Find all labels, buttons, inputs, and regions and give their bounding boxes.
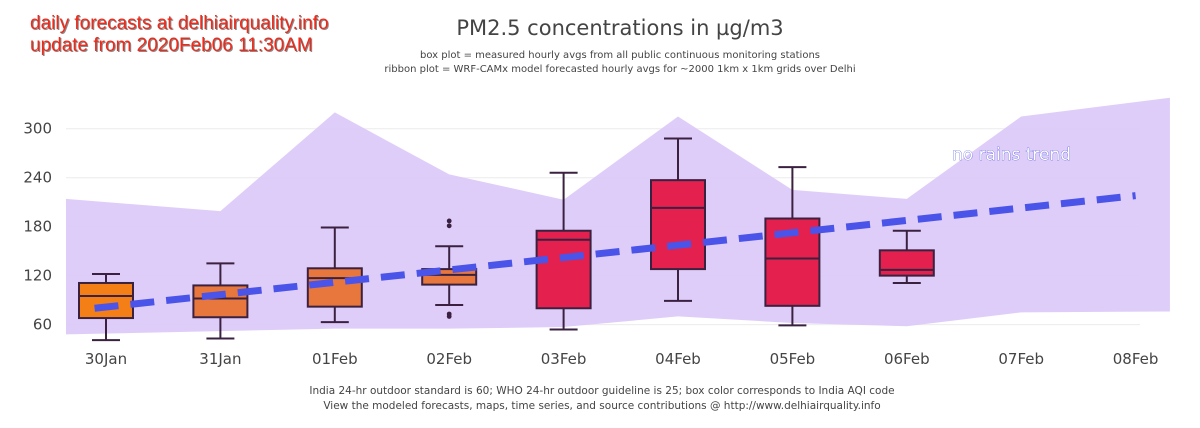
trend-line [94,192,1136,312]
x-tick-label: 08Feb [1113,350,1159,368]
outlier-point [446,218,452,224]
trend-label: no rains trend [952,145,1071,165]
x-tick-label: 07Feb [998,350,1044,368]
x-axis-ticks: 30Jan 31Jan 01Feb 02Feb 03Feb 04Feb 05Feb 06Feb… [85,350,1159,368]
x-tick-label: 05Feb [770,350,816,368]
brand-line-1: daily forecasts at delhiairquality.info [30,13,329,34]
footer-note-1: India 24-hr outdoor standard is 60; WHO … [309,385,895,397]
x-tick-label: 04Feb [655,350,701,368]
chart-subtitle-2: ribbon plot = WRF-CAMx model forecasted … [384,64,856,75]
outlier-point [446,314,452,319]
y-tick-label: 120 [23,267,52,285]
x-tick-label: 03Feb [541,350,587,368]
y-tick-label: 180 [23,218,52,236]
box-iqr [535,229,592,310]
x-tick-label: 31Jan [199,350,241,368]
x-tick-label: 01Feb [312,350,358,368]
x-tick-label: 06Feb [884,350,930,368]
box-30Jan [78,272,134,342]
chart-title: PM2.5 concentrations in µg/m3 [456,16,784,40]
box-iqr [78,281,134,320]
y-tick-label: 60 [33,316,52,334]
box-04Feb [650,137,706,302]
y-tick-label: 300 [23,120,52,138]
box-iqr [878,249,935,277]
brand-line-2: update from 2020Feb06 11:30AM [30,35,313,56]
chart-subtitle-1: box plot = measured hourly avgs from all… [419,50,820,61]
box-03Feb [535,171,592,331]
x-tick-label: 30Jan [85,350,127,368]
y-axis-ticks: 60 120 180 240 300 [23,120,52,334]
box-iqr [650,179,706,271]
box-06Feb [878,229,935,284]
footer-note-2: View the modeled forecasts, maps, time s… [323,400,881,412]
y-tick-label: 240 [23,169,52,187]
x-tick-label: 02Feb [426,350,472,368]
outlier-point [446,223,452,229]
